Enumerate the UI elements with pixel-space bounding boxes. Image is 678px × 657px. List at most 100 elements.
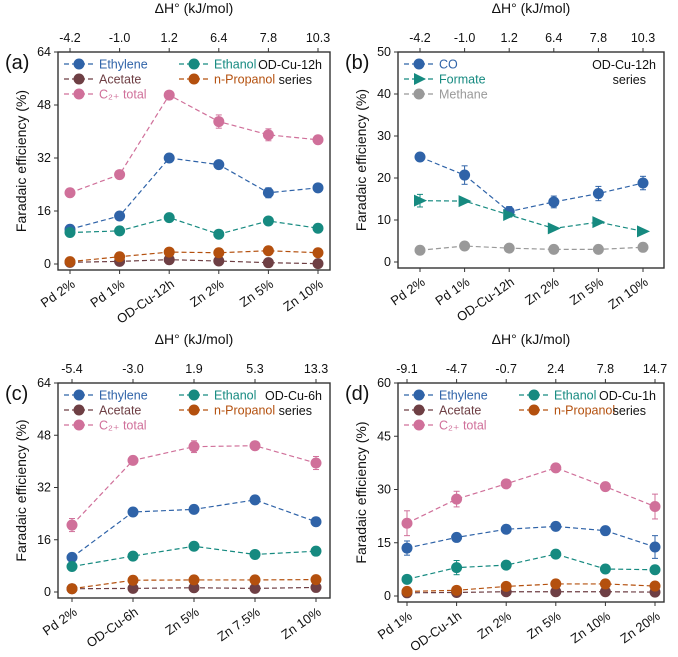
- series-line: [419, 245, 644, 251]
- top-axis-title: ΔH° (kJ/mol): [155, 0, 234, 16]
- legend-marker: [73, 73, 85, 85]
- top-tick-label: 1.9: [185, 362, 202, 376]
- data-point: [550, 578, 562, 590]
- data-point: [637, 241, 649, 253]
- series-annotation: series: [279, 73, 312, 87]
- legend-label: Ethylene: [99, 58, 148, 72]
- data-point: [451, 531, 463, 543]
- legend-label: Acetate: [99, 404, 141, 418]
- top-tick-label: 13.3: [304, 362, 328, 376]
- data-point: [649, 501, 661, 513]
- data-point: [649, 580, 661, 592]
- data-point: [262, 187, 274, 199]
- top-axis-title: ΔH° (kJ/mol): [155, 331, 234, 347]
- x-tick-label: Zn 5%: [524, 608, 564, 642]
- x-tick-label: Zn 10%: [278, 604, 324, 642]
- series-c-total: [401, 462, 661, 537]
- data-point: [249, 582, 261, 594]
- data-point: [114, 251, 126, 263]
- data-point: [414, 244, 426, 256]
- data-point: [451, 493, 463, 505]
- data-point: [213, 159, 225, 171]
- series-c-total: [64, 89, 324, 199]
- y-tick-label: 16: [37, 204, 51, 218]
- series-c-total: [66, 440, 322, 533]
- legend-marker: [528, 404, 540, 416]
- legend-item: n-Propanol: [519, 404, 615, 418]
- series-line: [406, 583, 656, 592]
- data-point: [310, 574, 322, 586]
- data-point: [401, 573, 413, 585]
- data-point: [500, 580, 512, 592]
- top-tick-label: -5.4: [61, 362, 83, 376]
- data-point: [66, 519, 78, 531]
- data-point: [64, 256, 76, 268]
- panel-label: (b): [345, 52, 369, 74]
- data-point: [500, 523, 512, 535]
- data-point: [213, 228, 225, 240]
- series-ethanol: [64, 212, 324, 240]
- x-tick-label: Zn 10%: [568, 608, 614, 646]
- legend-label: C₂₊ total: [439, 419, 487, 433]
- data-point: [66, 551, 78, 563]
- data-point: [249, 548, 261, 560]
- legend-item: Acetate: [64, 404, 141, 418]
- series-line: [406, 591, 656, 594]
- legend-label: Ethylene: [99, 389, 148, 403]
- panel-d: ΔH° (kJ/mol) -9.1 -4.7 -0.7 2.4 7.8 14.7 (d) 0 15…: [345, 331, 667, 654]
- y-tick-label: 50: [377, 45, 391, 59]
- legend-item: n-Propanol: [179, 73, 275, 87]
- series-line: [69, 94, 319, 194]
- y-tick-label: 30: [377, 483, 391, 497]
- series-line: [406, 525, 656, 549]
- series-line: [406, 553, 656, 580]
- legend-item: C₂₊ total: [64, 419, 147, 433]
- legend-item: Methane: [404, 88, 488, 102]
- series-ethanol: [66, 540, 322, 573]
- y-tick-label: 45: [377, 429, 391, 443]
- legend-label: Ethanol: [214, 58, 256, 72]
- data-point: [312, 247, 324, 259]
- series-annotation: series: [613, 73, 646, 87]
- x-tick-label: Pd 2%: [388, 274, 428, 309]
- data-point: [188, 582, 200, 594]
- legend-label: Formate: [439, 73, 486, 87]
- series-line: [69, 157, 319, 230]
- legend-marker: [188, 389, 200, 401]
- series-n-propanol: [401, 578, 661, 597]
- y-tick-label: 64: [37, 45, 51, 59]
- legend-item: Ethylene: [64, 58, 148, 72]
- y-tick-label: 32: [37, 481, 51, 495]
- legend-label: Acetate: [99, 73, 141, 87]
- data-point: [458, 195, 472, 208]
- data-point: [500, 559, 512, 571]
- legend-marker: [414, 73, 426, 85]
- data-point: [64, 227, 76, 239]
- series-annotation: OD-Cu-6h: [265, 389, 322, 403]
- legend-label: C₂₊ total: [99, 419, 147, 433]
- series-line: [71, 445, 317, 526]
- series-ethylene: [64, 152, 324, 235]
- data-point: [414, 151, 426, 163]
- data-point: [262, 215, 274, 227]
- y-tick-label: 20: [377, 171, 391, 185]
- data-point: [66, 583, 78, 595]
- data-point: [114, 225, 126, 237]
- data-point: [213, 255, 225, 267]
- data-point: [312, 258, 324, 270]
- data-point: [401, 517, 413, 529]
- legend-marker: [73, 88, 85, 100]
- y-tick-label: 0: [384, 255, 391, 269]
- top-axis-title: ΔH° (kJ/mol): [492, 0, 571, 16]
- y-tick-label: 15: [377, 536, 391, 550]
- top-tick-label: 14.7: [643, 362, 667, 376]
- legend-marker: [73, 419, 85, 431]
- x-tick-label: Zn 2%: [522, 274, 562, 308]
- plot-frame: [397, 51, 665, 269]
- series-line: [69, 250, 319, 263]
- data-point: [114, 169, 126, 181]
- legend-item: Formate: [404, 73, 486, 87]
- data-point: [637, 177, 649, 189]
- data-point: [249, 574, 261, 586]
- data-point: [550, 548, 562, 560]
